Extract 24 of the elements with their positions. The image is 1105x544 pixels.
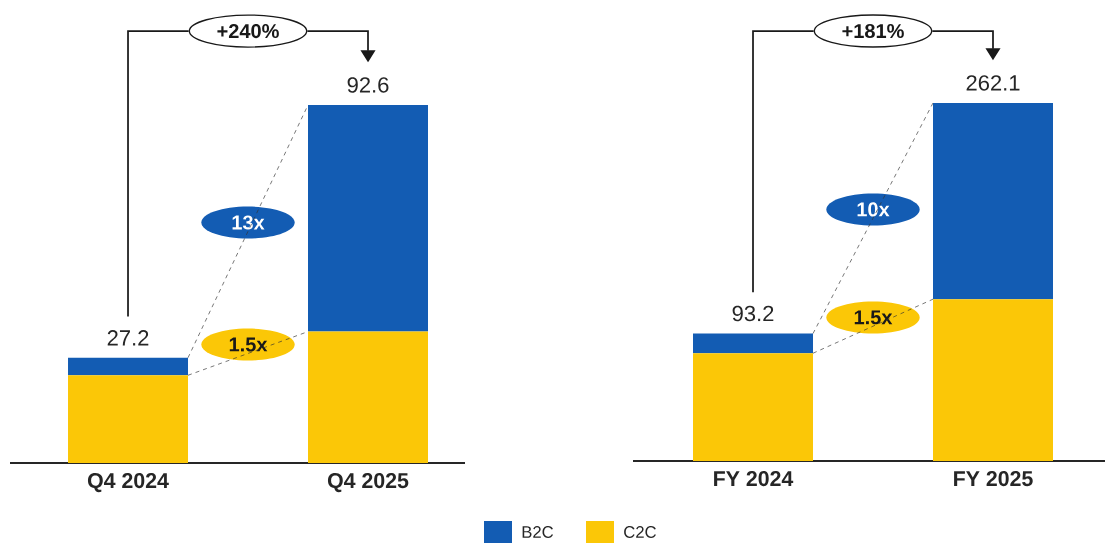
bar (68, 357, 189, 376)
annotation: 10x (857, 202, 890, 217)
bar (933, 299, 1053, 461)
x-tick-label: Q4 2024 (87, 473, 169, 493)
bar (693, 333, 814, 354)
annotation: 93.2 (732, 305, 774, 322)
text: +181% (842, 23, 904, 39)
annotation: 1.5x (854, 310, 893, 325)
bar (308, 104, 428, 332)
text: +240% (217, 23, 279, 39)
annotation: 1.5x (229, 337, 268, 352)
x-tick-label: Q4 2025 (327, 473, 409, 493)
legend-label: C2C (624, 526, 656, 538)
bar (308, 331, 428, 463)
bar (68, 375, 189, 463)
bar (933, 102, 1053, 300)
x-tick-label: FY 2024 (714, 471, 794, 487)
annotation: 13x (232, 215, 265, 230)
bar (693, 353, 814, 461)
annotation: 262.1 (966, 75, 1020, 91)
legend-label: B2C (522, 526, 554, 538)
annotation: 27.2 (107, 330, 149, 346)
annotation: 92.6 (347, 77, 389, 93)
x-tick-label: FY 2025 (954, 471, 1033, 487)
